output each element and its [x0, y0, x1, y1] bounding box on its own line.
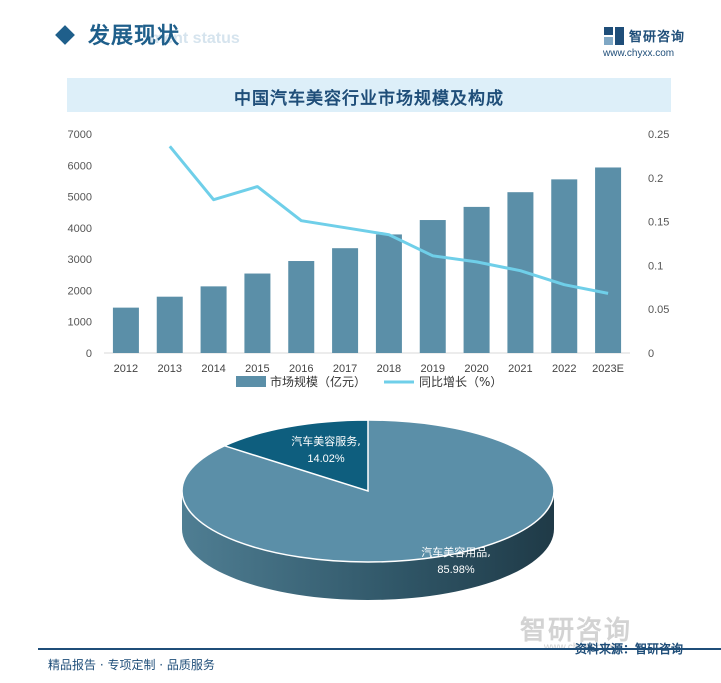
footer-source: 资料来源：智研咨询 — [575, 642, 684, 656]
bar — [112, 307, 139, 353]
x-tick-label: 2019 — [421, 363, 445, 375]
x-tick-label: 2015 — [245, 363, 269, 375]
header-bar: ment status 发展现状 智研咨询 www.chyxx.com — [0, 0, 721, 62]
bar — [332, 248, 359, 353]
pie-chart: 汽车美容服务, 14.02% 汽车美容用品, 85.98% — [181, 419, 555, 600]
y-left-tick-label: 5000 — [68, 192, 92, 204]
brand-logo: 智研咨询 www.chyxx.com — [603, 26, 713, 62]
y-right-tick-label: 0.1 — [648, 260, 663, 272]
y-left-tick-label: 4000 — [68, 223, 92, 235]
x-tick-label: 2017 — [333, 363, 357, 375]
x-tick-label: 2022 — [552, 363, 576, 375]
header-ghost-text: ment status — [150, 30, 240, 47]
legend-line-label: 同比增长（%） — [419, 375, 502, 389]
x-tick-label: 2023E — [592, 363, 624, 375]
chart-title-box: 中国汽车美容行业市场规模及构成 — [67, 78, 671, 112]
logo-name: 智研咨询 — [629, 30, 686, 45]
pie-label-small-name: 汽车美容服务, — [291, 434, 361, 448]
y-left-tick-label: 3000 — [68, 254, 92, 266]
footer-slogan: 精品报告 · 专项定制 · 品质服务 — [48, 658, 215, 672]
footer-divider — [38, 648, 721, 650]
bar — [595, 167, 622, 353]
x-tick-label: 2020 — [464, 363, 488, 375]
y-right-tick-label: 0.15 — [648, 217, 669, 229]
y-left-tick-label: 1000 — [68, 317, 92, 329]
y-left-tick-label: 0 — [86, 348, 92, 360]
bar — [156, 296, 183, 353]
growth-line — [168, 145, 609, 295]
x-tick-label: 2021 — [508, 363, 532, 375]
y-right-tick-label: 0.2 — [648, 173, 663, 185]
pie-label-large-value: 85.98% — [437, 564, 475, 576]
y-left-tick-label: 2000 — [68, 285, 92, 297]
diamond-icon — [55, 25, 75, 45]
bar — [551, 179, 578, 353]
pie-side-wall — [182, 491, 554, 600]
pie-slice-small — [222, 419, 369, 493]
bar — [375, 234, 402, 353]
chart-title: 中国汽车美容行业市场规模及构成 — [234, 89, 504, 109]
y-right-tick-label: 0.25 — [648, 129, 669, 141]
logo-url: www.chyxx.com — [603, 48, 675, 59]
legend-bar-label: 市场规模（亿元） — [270, 374, 366, 389]
bar — [200, 286, 227, 353]
bar-line-chart: 0 1000 2000 3000 4000 5000 6000 7000 0 0.05 0.1 0.1… — [68, 129, 670, 389]
x-tick-label: 2016 — [289, 363, 313, 375]
logo-mark-icon — [604, 27, 624, 45]
watermark-name: 智研咨询 — [520, 616, 633, 646]
y-right-tick-label: 0.05 — [648, 304, 669, 316]
x-tick-label: 2012 — [114, 363, 138, 375]
watermark-url: www.chyxx.com — [544, 642, 615, 653]
bar — [463, 206, 490, 353]
x-tick-label: 2013 — [158, 363, 182, 375]
x-tick-label: 2014 — [201, 363, 225, 375]
pie-label-large-name: 汽车美容用品, — [421, 545, 491, 559]
pie-label-small-value: 14.02% — [307, 453, 345, 465]
legend-bar-swatch — [236, 376, 266, 387]
bar — [244, 273, 271, 353]
bar — [419, 220, 446, 353]
x-tick-label: 2018 — [377, 363, 401, 375]
y-left-tick-label: 7000 — [68, 129, 92, 141]
bar — [288, 261, 315, 353]
y-right-tick-label: 0 — [648, 348, 654, 360]
section-title: 发展现状 — [88, 24, 181, 49]
y-left-tick-label: 6000 — [68, 160, 92, 172]
